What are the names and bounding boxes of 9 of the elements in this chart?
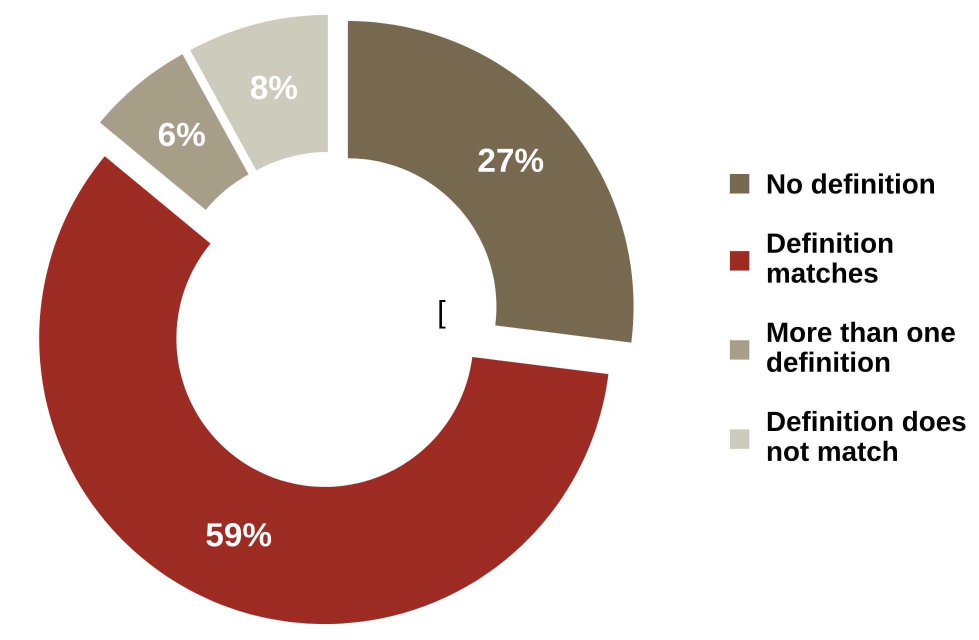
data-label: 8% xyxy=(250,76,298,100)
text: [ xyxy=(439,300,446,329)
data-label: 6% xyxy=(158,122,205,146)
data-label: 59% xyxy=(206,522,272,547)
legend-label: No definition xyxy=(768,173,934,194)
legend-label: More than one definition xyxy=(767,322,955,372)
legend-label: Definition matches xyxy=(768,232,892,283)
data-label: 27% xyxy=(478,148,544,172)
legend-label: Definition does not match xyxy=(768,410,966,462)
